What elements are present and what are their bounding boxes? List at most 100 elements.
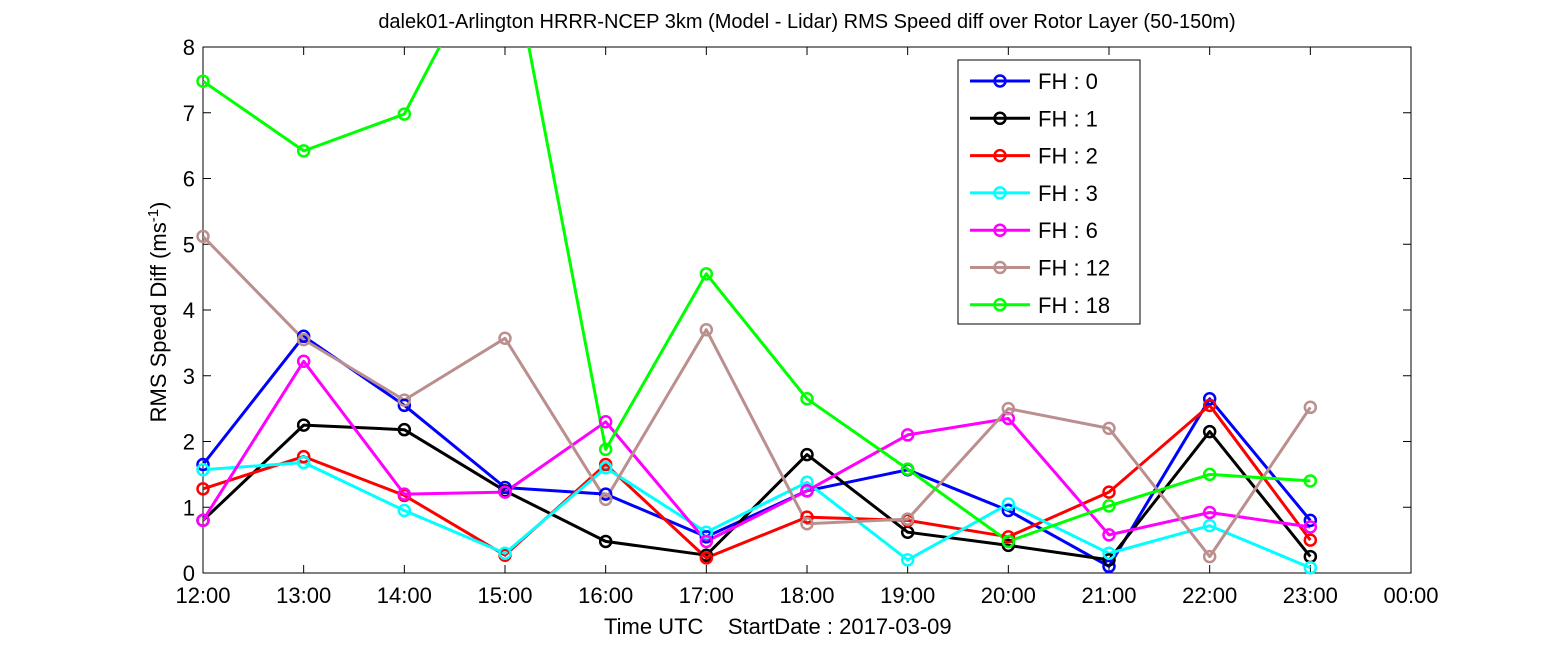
markers-group [196,74,1318,575]
plot-area [202,46,1412,574]
legend-marker [993,148,1007,163]
x-tick-label: 17:00 [679,583,734,608]
data-point [498,485,512,499]
x-tick-label: 21:00 [1081,583,1136,608]
x-tick-label: 19:00 [880,583,935,608]
data-point [196,74,210,88]
data-point [1202,505,1217,520]
x-tick-label: 23:00 [1283,583,1338,608]
series-line [203,47,1311,543]
series-line [203,235,1312,559]
legend-marker [993,186,1007,200]
data-point [1102,528,1116,542]
x-tick-label: 22:00 [1182,583,1237,608]
data-point [196,457,210,472]
data-point [196,482,210,496]
data-point [196,463,210,477]
data-point [498,331,512,346]
data-point [1202,424,1217,439]
y-tick-label: 6 [183,167,195,192]
y-tick-label: 2 [183,430,195,455]
data-point [1102,553,1116,567]
data-point [1303,533,1318,547]
series-line [203,461,1311,570]
x-tick-label: 12:00 [175,583,230,608]
data-point [1001,538,1016,553]
data-point [900,462,915,476]
y-axis-label: RMS Speed Diff (ms-1) [145,202,171,423]
data-point [196,513,210,528]
y-axis-label-main: RMS Speed Diff (ms [146,222,171,422]
y-axis-label-superscript: -1 [145,209,162,222]
x-tick-label: 00:00 [1383,583,1438,608]
x-tick-label: 18:00 [779,583,834,608]
data-point [800,516,814,531]
data-point [397,107,412,121]
data-point [296,449,311,464]
data-point [598,487,613,501]
data-point [1202,392,1217,406]
data-point [1202,398,1217,413]
data-point [598,442,613,457]
data-point [800,475,814,490]
data-point [1303,513,1318,528]
data-point [196,229,210,244]
data-point [800,392,814,406]
data-point [699,525,714,539]
x-axis-label: Time UTC StartDate : 2017-03-09 [604,614,952,639]
y-tick-label: 8 [183,35,195,60]
data-point [397,393,412,407]
data-point [1001,503,1016,518]
data-point [800,510,814,524]
y-tick-label: 0 [183,561,195,586]
data-point [699,534,714,549]
legend-marker [993,74,1007,88]
data-point [1202,518,1217,533]
y-tick-label: 5 [183,232,195,257]
data-point [699,551,714,565]
legend-marker [993,260,1007,275]
series-line [203,403,1312,560]
data-point [598,461,613,475]
y-axis: 0 1 2 3 4 5 6 7 8 [183,35,1411,586]
series-line [203,423,1312,562]
data-point [296,354,311,369]
data-point [598,534,613,549]
data-point [1001,534,1016,549]
y-tick-label: 3 [183,364,195,389]
data-point [296,455,311,470]
data-point [598,492,613,507]
data-point [397,398,412,413]
legend: FH : 0 FH : 1 FH : 2 FH : 3 FH : 6 FH : 12 FH … [957,59,1141,325]
x-axis: 12:00 13:00 14:00 15:00 16:00 17:00 18:00 19:00… [175,47,1439,608]
data-point [1202,549,1217,564]
x-tick-label: 15:00 [477,583,532,608]
series-line [203,359,1311,543]
legend-label: FH : 3 [1038,181,1098,206]
data-point [598,415,613,429]
data-point [1102,421,1116,436]
legend-label: FH : 2 [1038,144,1098,169]
data-point [296,144,311,158]
data-point [1102,546,1116,561]
data-point [1303,474,1318,488]
data-point [1001,530,1016,544]
data-point [397,422,412,437]
data-point [699,530,714,544]
data-point [1303,520,1318,534]
data-point [900,553,915,567]
data-point [1102,499,1116,513]
data-point [1102,485,1116,499]
data-point [397,487,412,501]
y-tick-label: 4 [183,298,195,323]
legend-label: FH : 6 [1038,218,1098,243]
y-axis-label-end: ) [146,202,171,209]
data-point [1001,497,1016,511]
data-point [1102,559,1116,574]
legend-label: FH : 0 [1038,69,1098,94]
data-point [900,512,915,526]
legend-label: FH : 12 [1038,256,1110,281]
data-point [800,484,814,498]
y-tick-label: 1 [183,495,195,520]
